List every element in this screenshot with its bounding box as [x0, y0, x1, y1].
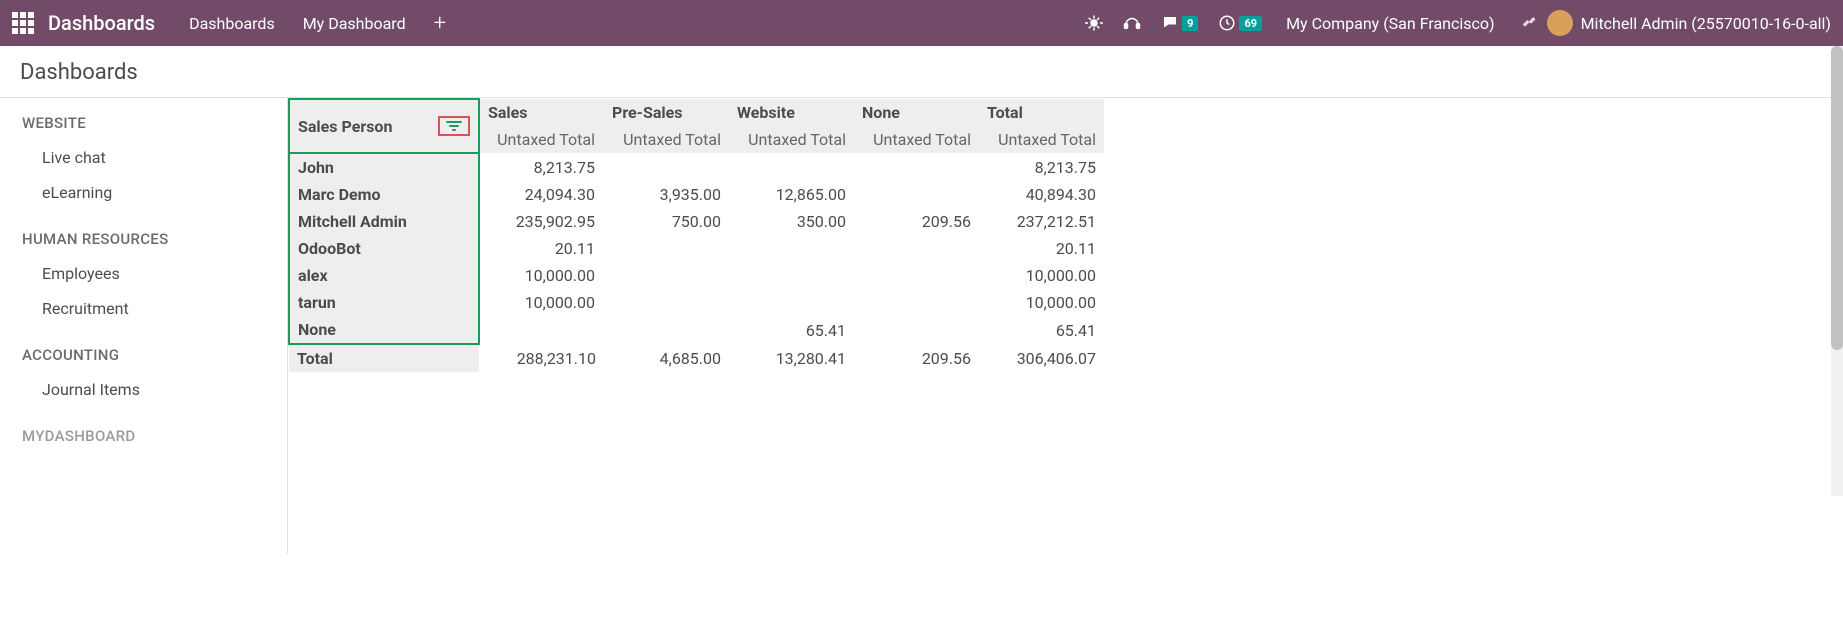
- support-icon[interactable]: [1123, 14, 1141, 32]
- sidebar-section-website: WEBSITE: [22, 114, 287, 132]
- messages-badge: 9: [1182, 16, 1198, 31]
- page-title: Dashboards: [20, 60, 1823, 85]
- pivot-cell: [854, 181, 979, 208]
- sidebar-item-livechat[interactable]: Live chat: [22, 140, 287, 175]
- pivot-cell: [854, 153, 979, 181]
- pivot-corner-cell[interactable]: Sales Person: [289, 99, 479, 153]
- pivot-cell: 65.41: [979, 316, 1104, 344]
- pivot-table: Sales Person Sales Pre-Sales: [288, 98, 1105, 372]
- sidebar-section-mydashboard: MYDASHBOARD: [22, 427, 287, 445]
- pivot-row-header[interactable]: Mitchell Admin: [289, 208, 479, 235]
- activities-icon[interactable]: 69: [1218, 14, 1262, 32]
- pivot-cell: [479, 316, 604, 344]
- pivot-cell: 235,902.95: [479, 208, 604, 235]
- pivot-cell: 10,000.00: [979, 262, 1104, 289]
- pivot-cell: 65.41: [729, 316, 854, 344]
- user-menu[interactable]: Mitchell Admin (25570010-16-0-all): [1581, 14, 1831, 33]
- sidebar-item-elearning[interactable]: eLearning: [22, 175, 287, 210]
- measure-total: Untaxed Total: [979, 126, 1104, 153]
- pivot-table-wrap: Sales Person Sales Pre-Sales: [288, 98, 1105, 554]
- nav-dashboards[interactable]: Dashboards: [189, 14, 275, 33]
- measure-presales: Untaxed Total: [604, 126, 729, 153]
- pivot-total-cell: 4,685.00: [604, 344, 729, 372]
- pivot-cell: 10,000.00: [979, 289, 1104, 316]
- pivot-cell: 12,865.00: [729, 181, 854, 208]
- breadcrumb-row: Dashboards: [0, 46, 1843, 98]
- pivot-cell: 209.56: [854, 208, 979, 235]
- pivot-total-row-header[interactable]: Total: [289, 344, 479, 372]
- pivot-total-cell: 288,231.10: [479, 344, 604, 372]
- app-brand: Dashboards: [48, 11, 155, 35]
- pivot-cell: 8,213.75: [979, 153, 1104, 181]
- pivot-cell: 20.11: [979, 235, 1104, 262]
- pivot-cell: 40,894.30: [979, 181, 1104, 208]
- pivot-cell: 750.00: [604, 208, 729, 235]
- filter-highlight-box: [438, 116, 470, 136]
- pivot-cell: [854, 235, 979, 262]
- pivot-row-header[interactable]: Marc Demo: [289, 181, 479, 208]
- sidebar-section-hr: HUMAN RESOURCES: [22, 230, 287, 248]
- activities-badge: 69: [1239, 16, 1262, 31]
- pivot-cell: [729, 153, 854, 181]
- pivot-cell: [604, 153, 729, 181]
- company-selector[interactable]: My Company (San Francisco): [1286, 14, 1495, 33]
- sidebar-item-recruitment[interactable]: Recruitment: [22, 291, 287, 326]
- pivot-cell: [604, 316, 729, 344]
- pivot-cell: [604, 235, 729, 262]
- sidebar-item-employees[interactable]: Employees: [22, 256, 287, 291]
- sidebar-item-journal[interactable]: Journal Items: [22, 372, 287, 407]
- pivot-cell: 24,094.30: [479, 181, 604, 208]
- pivot-row-header[interactable]: alex: [289, 262, 479, 289]
- pivot-cell: [729, 235, 854, 262]
- top-navbar: Dashboards Dashboards My Dashboard + 9 6…: [0, 0, 1843, 46]
- col-none[interactable]: None: [854, 99, 979, 126]
- pivot-total-cell: 209.56: [854, 344, 979, 372]
- avatar[interactable]: [1547, 10, 1573, 36]
- sidebar-section-accounting: ACCOUNTING: [22, 346, 287, 364]
- measure-sales: Untaxed Total: [479, 126, 604, 153]
- vertical-scrollbar[interactable]: [1831, 46, 1843, 496]
- pivot-cell: 3,935.00: [604, 181, 729, 208]
- pivot-cell: 10,000.00: [479, 262, 604, 289]
- pivot-cell: 8,213.75: [479, 153, 604, 181]
- col-website[interactable]: Website: [729, 99, 854, 126]
- settings-icon[interactable]: [1519, 14, 1537, 32]
- pivot-cell: 20.11: [479, 235, 604, 262]
- sidebar: WEBSITE Live chat eLearning HUMAN RESOUR…: [0, 98, 288, 554]
- pivot-row-header[interactable]: tarun: [289, 289, 479, 316]
- pivot-row-header[interactable]: OdooBot: [289, 235, 479, 262]
- apps-launcher-icon[interactable]: [12, 12, 34, 34]
- filter-icon[interactable]: [446, 120, 462, 132]
- pivot-cell: [729, 289, 854, 316]
- pivot-cell: 237,212.51: [979, 208, 1104, 235]
- pivot-cell: [604, 262, 729, 289]
- pivot-cell: [854, 289, 979, 316]
- col-sales[interactable]: Sales: [479, 99, 604, 126]
- pivot-total-cell: 306,406.07: [979, 344, 1104, 372]
- measure-website: Untaxed Total: [729, 126, 854, 153]
- pivot-cell: 10,000.00: [479, 289, 604, 316]
- pivot-row-header-label: Sales Person: [298, 117, 392, 136]
- nav-my-dashboard[interactable]: My Dashboard: [303, 14, 406, 33]
- scrollbar-thumb[interactable]: [1831, 46, 1843, 350]
- pivot-total-cell: 13,280.41: [729, 344, 854, 372]
- pivot-cell: 350.00: [729, 208, 854, 235]
- pivot-cell: [854, 316, 979, 344]
- debug-icon[interactable]: [1085, 14, 1103, 32]
- pivot-cell: [729, 262, 854, 289]
- messages-icon[interactable]: 9: [1161, 14, 1198, 32]
- add-dashboard-button[interactable]: +: [434, 11, 446, 36]
- pivot-row-header[interactable]: None: [289, 316, 479, 344]
- pivot-row-header[interactable]: John: [289, 153, 479, 181]
- pivot-cell: [604, 289, 729, 316]
- measure-none: Untaxed Total: [854, 126, 979, 153]
- main-area: WEBSITE Live chat eLearning HUMAN RESOUR…: [0, 98, 1843, 554]
- col-total[interactable]: Total: [979, 99, 1104, 126]
- col-presales[interactable]: Pre-Sales: [604, 99, 729, 126]
- pivot-cell: [854, 262, 979, 289]
